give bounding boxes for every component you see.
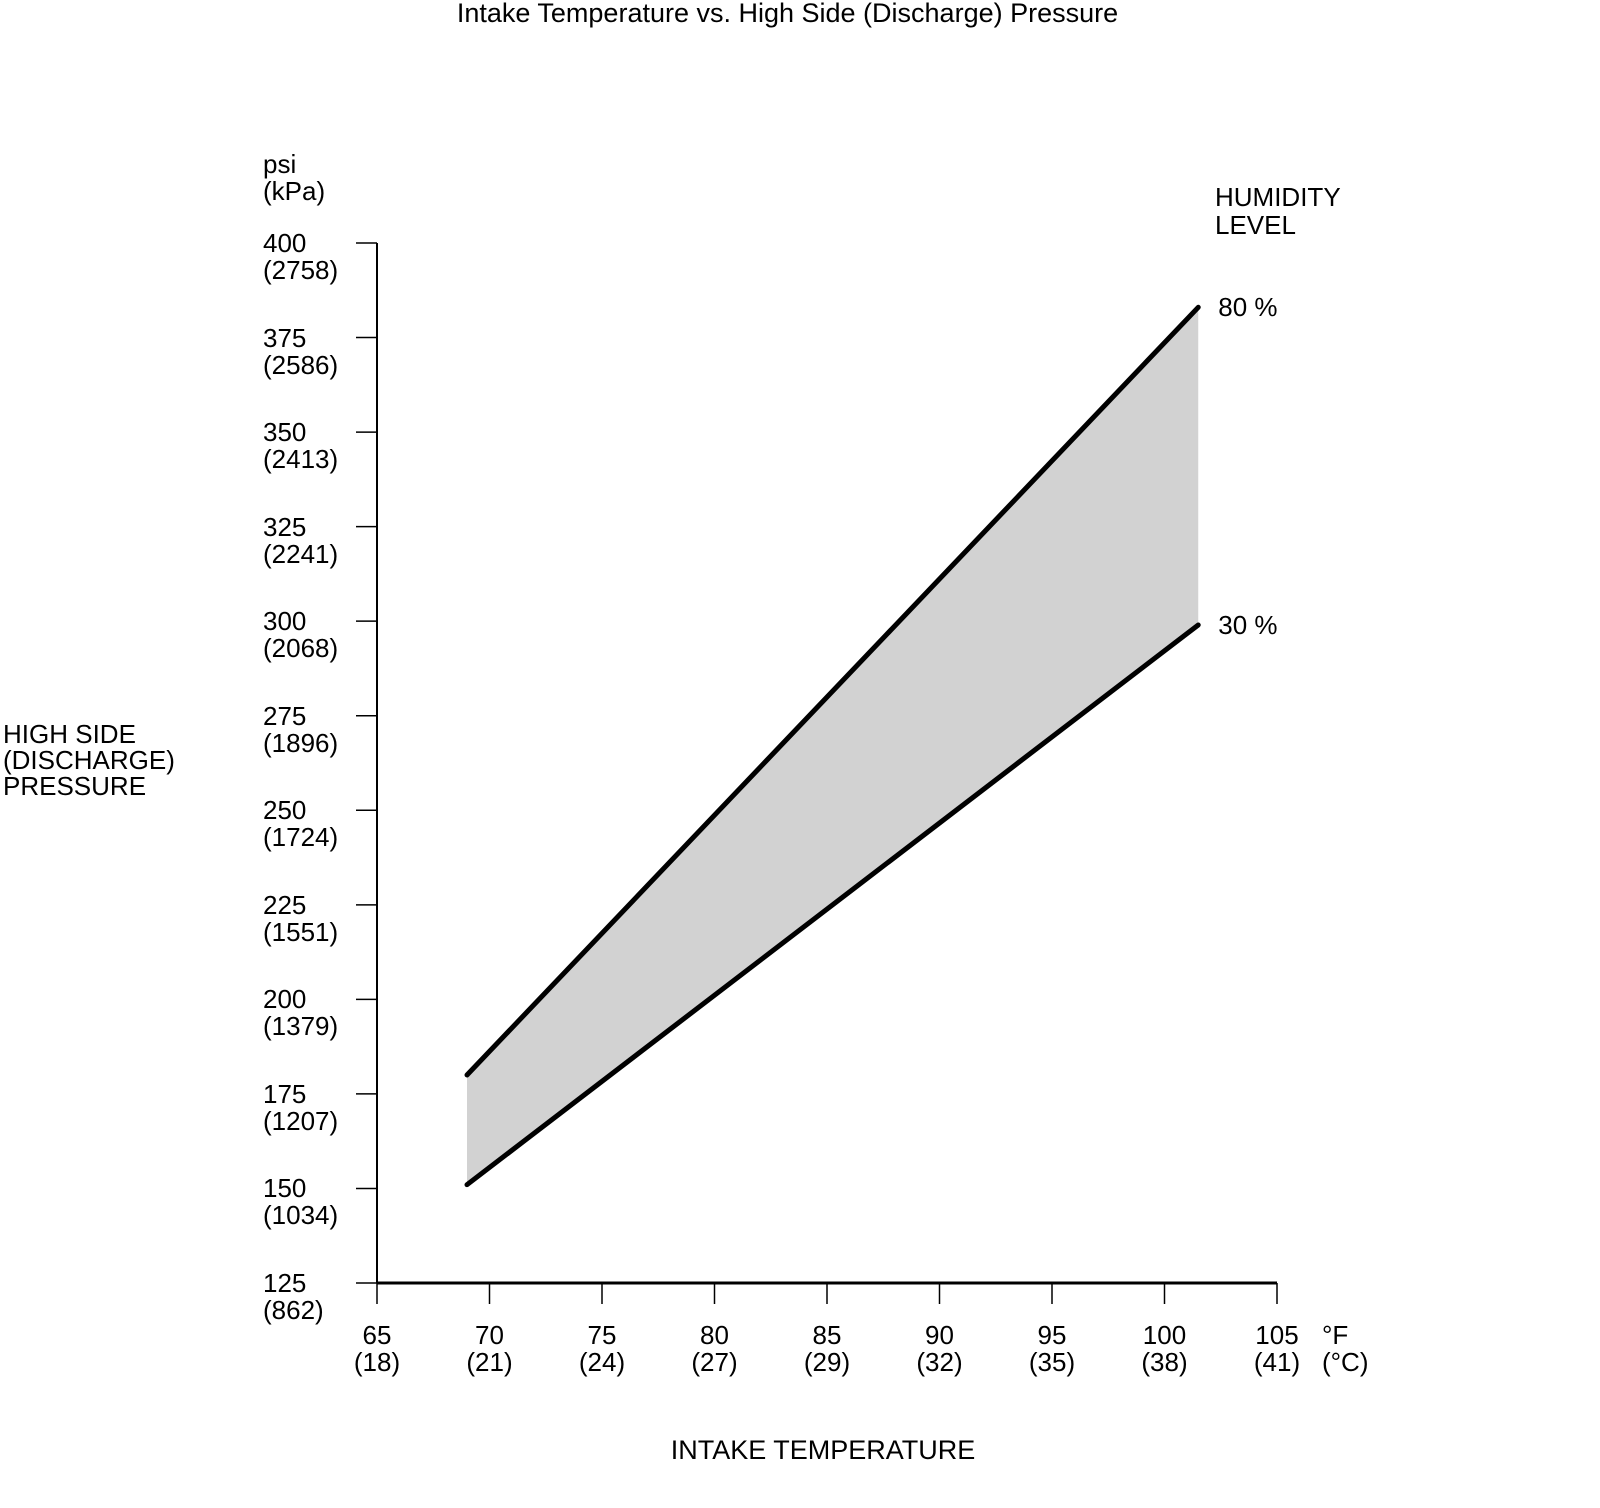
y-tick-label-primary: 400 [263, 228, 307, 258]
y-tick-label-primary: 200 [263, 984, 307, 1015]
x-tick-label-primary: 75 [587, 1320, 617, 1350]
y-tick-label-secondary: (862) [263, 1295, 324, 1325]
x-tick-label: 85 (29) [767, 1322, 887, 1376]
x-axis-unit-f: °F [1322, 1320, 1349, 1350]
x-tick-label-secondary: (24) [578, 1347, 626, 1377]
y-tick-label-secondary: (1896) [263, 727, 339, 758]
y-tick-label: 375 (2586) [263, 322, 373, 380]
x-tick-label: 105 (41) [1217, 1322, 1337, 1376]
x-tick-label: 75 (24) [542, 1322, 662, 1376]
y-tick-label-primary: 325 [263, 511, 307, 542]
x-tick-label: 90 (32) [880, 1322, 1000, 1376]
x-tick-label-primary: 100 [1142, 1320, 1187, 1350]
x-tick-label-secondary: (41) [1253, 1347, 1301, 1377]
x-tick-label-secondary: (29) [803, 1347, 851, 1377]
x-tick-label: 95 (35) [992, 1322, 1112, 1376]
x-tick-label-primary: 95 [1037, 1320, 1067, 1350]
y-tick-label: 275 (1896) [263, 700, 373, 758]
y-tick-label: 125 (862) [263, 1270, 373, 1324]
y-tick-label-secondary: (2758) [263, 255, 339, 285]
y-tick-label-primary: 300 [263, 606, 307, 637]
y-tick-label: 325 (2241) [263, 511, 373, 569]
y-tick-label-secondary: (2241) [263, 538, 339, 569]
legend-label-30pct: 30 % [1218, 609, 1278, 640]
x-tick-label-secondary: (38) [1141, 1347, 1188, 1377]
y-tick-label-primary: 250 [263, 795, 307, 826]
x-tick-label: 100 (38) [1105, 1322, 1225, 1376]
y-axis-unit-kpa: (kPa) [263, 176, 326, 206]
y-tick-label: 150 (1034) [263, 1175, 373, 1229]
y-tick-label: 350 (2413) [263, 419, 373, 473]
x-axis-title: INTAKE TEMPERATURE [670, 1435, 976, 1465]
x-tick-label-primary: 85 [812, 1320, 842, 1350]
y-tick-label-primary: 150 [263, 1173, 307, 1204]
line-80pct [464, 304, 1201, 1078]
y-tick-label-primary: 225 [263, 889, 307, 920]
y-tick-label-secondary: (1207) [263, 1105, 339, 1136]
x-tick-label-primary: 70 [475, 1320, 504, 1350]
y-tick-label-primary: 175 [263, 1078, 307, 1109]
x-axis-unit-label: °F (°C) [1322, 1322, 1369, 1376]
y-tick-label: 175 (1207) [263, 1078, 373, 1136]
y-tick-label: 200 (1379) [263, 986, 373, 1040]
x-tick-label-secondary: (27) [691, 1347, 738, 1377]
x-axis-unit-c: (°C) [1322, 1347, 1369, 1377]
x-tick-label-secondary: (32) [916, 1347, 963, 1377]
y-tick-label: 400 (2758) [263, 230, 373, 284]
x-tick-label-primary: 105 [1255, 1320, 1299, 1350]
y-tick-label-secondary: (1379) [263, 1011, 339, 1042]
y-tick-label-secondary: (2586) [263, 349, 339, 380]
y-axis-unit-psi: psi [263, 149, 297, 179]
y-axis-unit-label: psi (kPa) [263, 151, 325, 205]
x-tick-label-secondary: (21) [466, 1347, 513, 1377]
x-tick-label: 65 (18) [317, 1322, 437, 1376]
y-tick-label: 250 (1724) [263, 797, 373, 851]
y-tick-label-primary: 275 [263, 700, 307, 731]
y-tick-label-primary: 350 [263, 417, 307, 448]
y-tick-label: 225 (1551) [263, 889, 373, 947]
y-tick-label-secondary: (2068) [263, 633, 339, 664]
y-tick-label: 300 (2068) [263, 608, 373, 662]
y-axis-title: HIGH SIDE (DISCHARGE) PRESSURE [3, 719, 175, 801]
y-tick-label-primary: 375 [263, 322, 307, 353]
x-tick-label-secondary: (35) [1028, 1347, 1076, 1377]
y-tick-label-primary: 125 [263, 1268, 307, 1298]
x-tick-label: 70 (21) [430, 1322, 550, 1376]
y-tick-label-secondary: (1034) [263, 1200, 339, 1231]
legend-label-80pct: 80 % [1218, 292, 1278, 323]
y-tick-label-secondary: (1551) [263, 916, 339, 947]
x-tick-label-secondary: (18) [353, 1347, 401, 1377]
x-tick-label-primary: 80 [700, 1320, 729, 1350]
y-tick-label-secondary: (1724) [263, 822, 339, 853]
y-tick-label-secondary: (2413) [263, 444, 339, 475]
chart-title: Intake Temperature vs. High Side (Discha… [456, 0, 1119, 28]
x-tick-label-primary: 65 [362, 1320, 392, 1350]
line-30pct [464, 622, 1201, 1188]
x-tick-label-primary: 90 [925, 1320, 954, 1350]
humidity-band-area [467, 307, 1199, 1185]
legend-title: HUMIDITY LEVEL [1215, 182, 1341, 240]
x-tick-label: 80 (27) [655, 1322, 775, 1376]
